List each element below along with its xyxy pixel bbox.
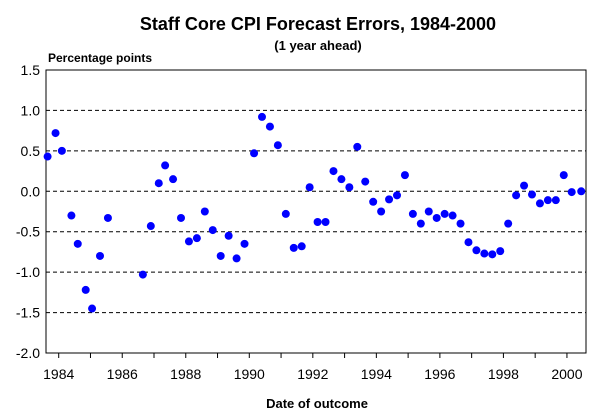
axes [45, 69, 587, 358]
data-point [512, 191, 521, 200]
y-axis-label: Percentage points [48, 51, 152, 65]
x-tick-label: 1986 [107, 366, 138, 382]
data-point [297, 242, 306, 251]
data-point [250, 149, 259, 158]
x-tick-label: 1994 [361, 366, 392, 382]
chart-subtitle: (1 year ahead) [274, 38, 361, 53]
x-tick-label: 1998 [488, 366, 519, 382]
data-point [567, 188, 576, 197]
data-point [520, 181, 529, 190]
data-point [184, 237, 193, 246]
data-point [385, 195, 394, 204]
data-point [103, 213, 112, 222]
data-point [305, 183, 314, 192]
data-point [408, 209, 417, 218]
y-tick-label: -0.5 [16, 224, 40, 240]
data-point [138, 270, 147, 279]
data-point [169, 175, 178, 184]
x-axis-label: Date of outcome [266, 396, 368, 411]
data-point [200, 207, 209, 216]
y-tick-label: 0.0 [21, 183, 41, 199]
data-point [57, 146, 66, 155]
plot-frame [45, 69, 587, 354]
data-point [456, 219, 465, 228]
data-point [81, 285, 90, 294]
data-point [400, 171, 409, 180]
data-point [161, 161, 170, 170]
data-point [321, 218, 330, 227]
data-point [440, 209, 449, 218]
data-point [496, 247, 505, 256]
data-point [192, 234, 201, 243]
data-point [543, 196, 552, 205]
data-point [528, 190, 536, 199]
y-tick-label: -2.0 [16, 345, 40, 361]
data-point [464, 238, 473, 247]
data-point [345, 183, 354, 192]
data-point [432, 213, 441, 222]
y-tick-label: 0.5 [21, 143, 41, 159]
x-tick-label: 1984 [43, 366, 74, 382]
data-point [216, 251, 225, 260]
data-point [224, 231, 233, 240]
data-point [51, 129, 60, 138]
data-point [43, 152, 52, 161]
data-point [208, 226, 217, 235]
data-point [146, 222, 155, 231]
data-point [535, 199, 544, 208]
data-point [329, 167, 338, 176]
data-point [369, 197, 378, 206]
data-point [73, 239, 82, 248]
data-point [232, 254, 241, 263]
data-point [559, 171, 568, 180]
data-points [43, 112, 586, 313]
data-point [273, 141, 282, 150]
data-point [377, 207, 386, 216]
x-tick-label: 1992 [297, 366, 328, 382]
data-point [393, 191, 401, 200]
data-point [480, 249, 489, 258]
data-point [240, 239, 249, 248]
data-point [337, 175, 346, 184]
data-point [361, 177, 370, 186]
data-point [424, 207, 433, 216]
data-point [313, 218, 322, 227]
data-point [504, 219, 513, 228]
data-point [289, 243, 298, 252]
data-point [265, 122, 274, 131]
data-point [281, 209, 290, 218]
data-point [577, 187, 586, 196]
data-point [177, 213, 185, 222]
y-tick-label: -1.0 [16, 264, 40, 280]
data-point [448, 211, 457, 220]
data-point [96, 251, 104, 260]
gridlines [46, 109, 586, 314]
y-tick-label: 1.0 [21, 102, 41, 118]
x-tick-label: 1988 [170, 366, 201, 382]
data-point [488, 250, 497, 259]
y-tick-labels: 1.5 1.0 0.5 0.0 -0.5 -1.0 -1.5 -2.0 [16, 62, 40, 361]
y-tick-label: -1.5 [16, 305, 40, 321]
y-tick-label: 1.5 [21, 62, 41, 78]
data-point [416, 219, 425, 228]
x-tick-label: 1990 [234, 366, 265, 382]
data-point [154, 179, 163, 188]
x-tick-labels: 1984 1986 1988 1990 1992 1994 1996 1998 2000 [43, 366, 583, 382]
x-tick-label: 2000 [551, 366, 582, 382]
data-point [472, 246, 481, 255]
chart-title: Staff Core CPI Forecast Errors, 1984-200… [140, 14, 496, 34]
data-point [551, 196, 560, 205]
data-point [67, 211, 76, 220]
data-point [353, 142, 362, 151]
data-point [258, 112, 266, 121]
x-tick-label: 1996 [424, 366, 455, 382]
data-point [88, 304, 97, 313]
